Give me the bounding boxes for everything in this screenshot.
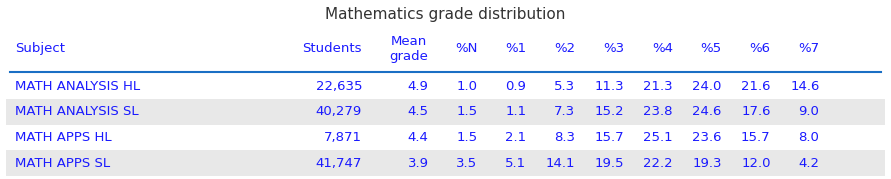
Text: 7.3: 7.3 [554, 105, 576, 118]
Text: 19.3: 19.3 [692, 157, 722, 170]
Text: 14.6: 14.6 [790, 80, 820, 93]
Text: 22,635: 22,635 [315, 80, 362, 93]
Text: 41,747: 41,747 [315, 157, 362, 170]
Text: 5.1: 5.1 [505, 157, 527, 170]
Text: %3: %3 [603, 42, 624, 55]
Text: 19.5: 19.5 [594, 157, 624, 170]
Text: 9.0: 9.0 [798, 105, 820, 118]
FancyBboxPatch shape [6, 74, 885, 99]
FancyBboxPatch shape [6, 125, 885, 150]
Text: 23.6: 23.6 [692, 131, 722, 144]
Text: MATH ANALYSIS HL: MATH ANALYSIS HL [15, 80, 140, 93]
Text: 3.5: 3.5 [456, 157, 478, 170]
Text: 3.9: 3.9 [407, 157, 429, 170]
Text: Subject: Subject [15, 42, 65, 55]
Text: %7: %7 [798, 42, 820, 55]
Text: 5.3: 5.3 [554, 80, 576, 93]
Text: 21.3: 21.3 [643, 80, 673, 93]
Text: 4.9: 4.9 [408, 80, 429, 93]
Text: 40,279: 40,279 [315, 105, 362, 118]
Text: 21.6: 21.6 [741, 80, 771, 93]
Text: %4: %4 [652, 42, 673, 55]
Text: 15.2: 15.2 [594, 105, 624, 118]
Text: %6: %6 [749, 42, 771, 55]
Text: Mathematics grade distribution: Mathematics grade distribution [325, 7, 566, 22]
Text: 11.3: 11.3 [594, 80, 624, 93]
Text: 25.1: 25.1 [643, 131, 673, 144]
Text: 8.3: 8.3 [554, 131, 576, 144]
Text: 17.6: 17.6 [741, 105, 771, 118]
Text: MATH ANALYSIS SL: MATH ANALYSIS SL [15, 105, 138, 118]
Text: 4.5: 4.5 [407, 105, 429, 118]
Text: 2.1: 2.1 [505, 131, 527, 144]
Text: MATH APPS HL: MATH APPS HL [15, 131, 111, 144]
Text: 24.0: 24.0 [692, 80, 722, 93]
Text: 15.7: 15.7 [594, 131, 624, 144]
Text: %1: %1 [505, 42, 527, 55]
Text: Students: Students [303, 42, 362, 55]
Text: %5: %5 [700, 42, 722, 55]
Text: %2: %2 [554, 42, 576, 55]
Text: 23.8: 23.8 [643, 105, 673, 118]
Text: 1.5: 1.5 [456, 131, 478, 144]
Text: 24.6: 24.6 [692, 105, 722, 118]
Text: 15.7: 15.7 [741, 131, 771, 144]
Text: %N: %N [455, 42, 478, 55]
Text: 1.1: 1.1 [505, 105, 527, 118]
Text: 14.1: 14.1 [545, 157, 576, 170]
Text: 4.2: 4.2 [798, 157, 820, 170]
Text: 1.5: 1.5 [456, 105, 478, 118]
Text: 8.0: 8.0 [798, 131, 820, 144]
Text: 22.2: 22.2 [643, 157, 673, 170]
Text: Mean
grade: Mean grade [389, 35, 429, 63]
FancyBboxPatch shape [6, 150, 885, 176]
Text: 0.9: 0.9 [505, 80, 527, 93]
Text: 7,871: 7,871 [324, 131, 362, 144]
Text: 12.0: 12.0 [741, 157, 771, 170]
Text: 4.4: 4.4 [408, 131, 429, 144]
Text: 1.0: 1.0 [456, 80, 478, 93]
Text: MATH APPS SL: MATH APPS SL [15, 157, 110, 170]
FancyBboxPatch shape [6, 99, 885, 125]
